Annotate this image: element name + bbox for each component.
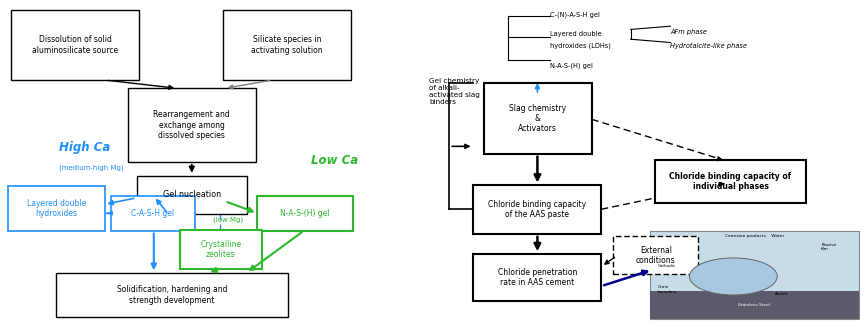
Text: Layered double
hydroxides: Layered double hydroxides <box>27 199 86 218</box>
FancyBboxPatch shape <box>650 231 859 319</box>
Text: High Ca: High Ca <box>59 141 110 154</box>
FancyBboxPatch shape <box>180 230 262 269</box>
FancyBboxPatch shape <box>257 196 353 231</box>
Text: Chloride binding capacity
of the AAS paste: Chloride binding capacity of the AAS pas… <box>488 200 587 219</box>
Text: Gel nucleation: Gel nucleation <box>162 190 221 199</box>
Text: Hydrotalcite-like phase: Hydrotalcite-like phase <box>670 43 747 49</box>
Text: Anodic: Anodic <box>775 292 789 296</box>
FancyBboxPatch shape <box>613 236 698 274</box>
Text: Layered double: Layered double <box>550 31 601 37</box>
FancyBboxPatch shape <box>56 273 288 317</box>
Text: Passive
film: Passive film <box>821 243 836 251</box>
Text: Gel chemistry
of alkali-
activated slag
binders: Gel chemistry of alkali- activated slag … <box>429 78 480 106</box>
Text: Solidification, hardening and
strength development: Solidification, hardening and strength d… <box>117 285 227 305</box>
Text: Chloride binding capacity of
individual phases: Chloride binding capacity of individual … <box>670 172 791 191</box>
FancyBboxPatch shape <box>111 196 195 231</box>
Ellipse shape <box>689 258 778 295</box>
Text: Rearrangement and
exchange among
dissolved species: Rearrangement and exchange among dissolv… <box>154 110 230 140</box>
FancyBboxPatch shape <box>8 186 105 231</box>
Text: Crystalline
zeolites: Crystalline zeolites <box>200 240 241 259</box>
FancyBboxPatch shape <box>655 160 806 203</box>
Text: Cathodic: Cathodic <box>658 264 677 268</box>
Text: (low Mg): (low Mg) <box>213 216 243 223</box>
Text: Corrosion products    Water: Corrosion products Water <box>725 234 784 238</box>
Text: Grain
boundary: Grain boundary <box>658 285 678 294</box>
Text: N-A-S-(H) gel: N-A-S-(H) gel <box>550 63 593 69</box>
Text: Slag chemistry
&
Activators: Slag chemistry & Activators <box>509 104 567 133</box>
Text: Dissolution of solid
aluminosilicate source: Dissolution of solid aluminosilicate sou… <box>32 35 118 55</box>
Text: Low Ca: Low Ca <box>311 154 359 167</box>
Text: C-A-S-H gel: C-A-S-H gel <box>131 209 175 218</box>
FancyBboxPatch shape <box>11 10 139 80</box>
Text: AFm phase: AFm phase <box>670 29 708 35</box>
Text: hydroxides (LDHs): hydroxides (LDHs) <box>550 43 610 49</box>
FancyBboxPatch shape <box>128 88 256 162</box>
Text: C-(N)-A-S-H gel: C-(N)-A-S-H gel <box>550 11 600 18</box>
FancyBboxPatch shape <box>473 254 601 301</box>
FancyBboxPatch shape <box>473 185 601 234</box>
Text: N-A-S-(H) gel: N-A-S-(H) gel <box>280 209 330 218</box>
FancyBboxPatch shape <box>137 176 247 214</box>
Text: Silicate species in
activating solution: Silicate species in activating solution <box>251 35 322 55</box>
FancyBboxPatch shape <box>650 291 859 319</box>
Text: (medium-high Mg): (medium-high Mg) <box>59 164 124 171</box>
Text: Chloride penetration
rate in AAS cement: Chloride penetration rate in AAS cement <box>498 268 577 287</box>
FancyBboxPatch shape <box>223 10 351 80</box>
Text: Stainless Steel: Stainless Steel <box>738 303 771 307</box>
Text: External
conditions: External conditions <box>636 246 676 265</box>
FancyBboxPatch shape <box>484 83 592 154</box>
